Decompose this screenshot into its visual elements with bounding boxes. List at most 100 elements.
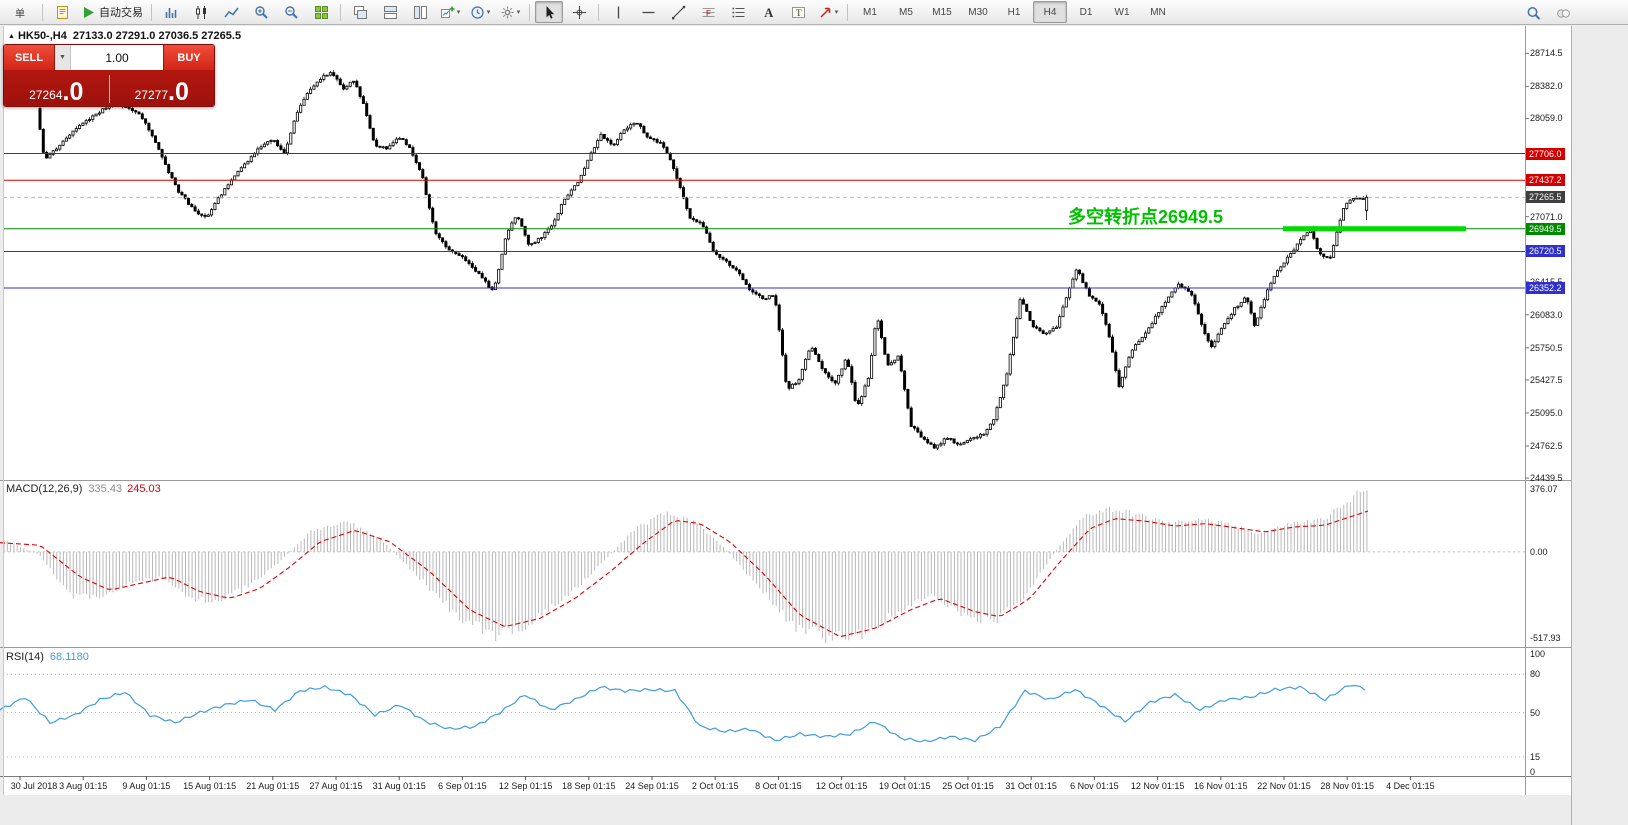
toolbar-separator [42, 3, 43, 21]
text-tool-icon: A [761, 5, 776, 20]
tile-horizontally-button[interactable] [376, 1, 404, 23]
price-divider [108, 75, 110, 103]
cursor-tool-icon [542, 5, 557, 20]
timeframe-m30-label: M30 [968, 6, 988, 18]
timeframe-m15-button[interactable]: M15 [925, 1, 959, 23]
macd-value-main: 335.43 [88, 483, 123, 495]
new-chart-button[interactable]: ▾ [436, 1, 464, 23]
cursor-tool-button[interactable] [535, 1, 563, 23]
date-axis-label: 28 Nov 01:15 [1320, 781, 1374, 791]
fibonacci-tool-button[interactable]: F [694, 1, 722, 23]
timeframe-w1-button[interactable]: W1 [1105, 1, 1139, 23]
macd-axis-label: 376.07 [1530, 484, 1558, 495]
cascade-windows-button[interactable] [346, 1, 374, 23]
timeframe-w1-label: W1 [1114, 6, 1130, 18]
sell-button[interactable]: SELL [4, 45, 54, 70]
zoom-in-button[interactable] [247, 1, 275, 23]
trade-panel-controls: SELL ▼ 1.00 BUY [4, 45, 214, 70]
autotrading-button[interactable]: 自动交易 [78, 1, 146, 23]
label-tool-button[interactable]: T [784, 1, 812, 23]
auto-arrange-icon [314, 5, 329, 20]
timeframe-m30-button[interactable]: M30 [961, 1, 995, 23]
crosshair-tool-button[interactable] [565, 1, 593, 23]
trendline-tool-button[interactable] [664, 1, 692, 23]
date-axis-label: 22 Nov 01:15 [1257, 781, 1311, 791]
toolbar-separator [847, 3, 848, 21]
svg-text:T: T [796, 7, 802, 17]
current-price-tag[interactable]: 27265.5 [1526, 191, 1565, 204]
turning-point-annotation[interactable]: 多空转折点26949.5 [1068, 207, 1224, 227]
symbol-period-label: HK50-,H4 [17, 30, 67, 42]
new-order-button[interactable]: 单 [3, 1, 37, 23]
chevron-down-icon[interactable]: ▾ [834, 9, 839, 16]
arrows-tool-button[interactable]: ▾ [814, 1, 842, 23]
date-axis-label: 16 Nov 01:15 [1194, 781, 1248, 791]
buy-button[interactable]: BUY [164, 45, 214, 70]
timeframe-m5-label: M5 [899, 6, 913, 18]
timeframe-mn-label: MN [1150, 6, 1166, 18]
date-axis-label: 3 Aug 01:15 [59, 781, 108, 791]
timeframe-h1-button[interactable]: H1 [997, 1, 1031, 23]
auto-arrange-button[interactable] [307, 1, 335, 23]
line-chart-button[interactable] [217, 1, 245, 23]
sell-price-display[interactable]: 27264.0 [4, 79, 109, 107]
price-level-tag[interactable]: 26949.5 [1526, 222, 1565, 235]
objects-list-button[interactable] [724, 1, 752, 23]
chart-plot-area[interactable] [3, 26, 1525, 795]
community-button[interactable] [1549, 2, 1577, 24]
volume-dropdown-icon[interactable]: ▼ [55, 45, 71, 70]
price-level-tag[interactable]: 26352.2 [1526, 282, 1565, 295]
date-axis-label: 31 Oct 01:15 [1005, 781, 1057, 791]
timeframe-d1-button[interactable]: D1 [1069, 1, 1103, 23]
periods-button[interactable]: ▾ [466, 1, 494, 23]
trade-panel-prices: 27264.0 27277.0 [4, 70, 214, 106]
sell-price-main: 27264 [29, 88, 63, 102]
text-tool-button[interactable]: A [754, 1, 782, 23]
price-level-tag[interactable]: 26720.5 [1526, 245, 1565, 258]
buy-price-display[interactable]: 27277.0 [110, 77, 215, 107]
price-axis-label: 26083.0 [1530, 309, 1563, 320]
data-window-icon [55, 5, 70, 20]
macd-value-signal: 245.03 [127, 483, 161, 495]
buy-price-main: 27277 [134, 88, 168, 102]
timeframe-m1-button[interactable]: M1 [853, 1, 887, 23]
data-window-button[interactable] [48, 1, 76, 23]
date-axis-label: 6 Nov 01:15 [1070, 781, 1119, 791]
search-button[interactable] [1519, 2, 1547, 24]
bar-chart-button[interactable] [157, 1, 185, 23]
chevron-down-icon[interactable]: ▾ [456, 9, 461, 16]
volume-input[interactable]: 1.00 [105, 50, 129, 65]
horizontal-line-tool-button[interactable] [634, 1, 662, 23]
timeframe-mn-button[interactable]: MN [1141, 1, 1175, 23]
chevron-down-icon[interactable]: ▾ [486, 9, 491, 16]
chevron-down-icon[interactable]: ▾ [516, 9, 521, 16]
timeframe-h4-label: H4 [1043, 6, 1057, 18]
direction-triangle-icon: ▲ [8, 33, 15, 40]
price-level-tag[interactable]: 27706.0 [1526, 147, 1565, 160]
date-axis-label: 15 Aug 01:15 [183, 781, 237, 791]
new-chart-icon [440, 5, 455, 20]
arrows-tool-icon [818, 5, 833, 20]
horizontal-line-tool-icon [641, 5, 656, 20]
price-axis-label: 25750.5 [1530, 342, 1563, 353]
price-axis-label: 24439.5 [1530, 473, 1563, 484]
candlestick-chart-button[interactable] [187, 1, 215, 23]
zoom-out-button[interactable] [277, 1, 305, 23]
timeframe-m5-button[interactable]: M5 [889, 1, 923, 23]
autotrading-icon [81, 5, 96, 20]
price-level-tag[interactable]: 27437.2 [1526, 174, 1565, 187]
vertical-line-tool-button[interactable] [604, 1, 632, 23]
price-axis-label: 26415.5 [1530, 277, 1563, 288]
date-axis-label: 24 Sep 01:15 [625, 781, 679, 791]
timeframe-h4-button[interactable]: H4 [1033, 1, 1067, 23]
date-axis-label: 12 Sep 01:15 [498, 781, 553, 791]
price-axis-label: 28382.0 [1530, 81, 1563, 92]
templates-button[interactable]: ▾ [496, 1, 524, 23]
timeframe-m1-label: M1 [863, 6, 877, 18]
zoom-in-icon [254, 5, 269, 20]
buy-price-fraction: .0 [168, 77, 189, 106]
tile-vertically-button[interactable] [406, 1, 434, 23]
macd-axis-label: -517.93 [1530, 633, 1561, 643]
svg-text:F: F [706, 9, 711, 18]
timeframe-d1-label: D1 [1079, 6, 1093, 18]
